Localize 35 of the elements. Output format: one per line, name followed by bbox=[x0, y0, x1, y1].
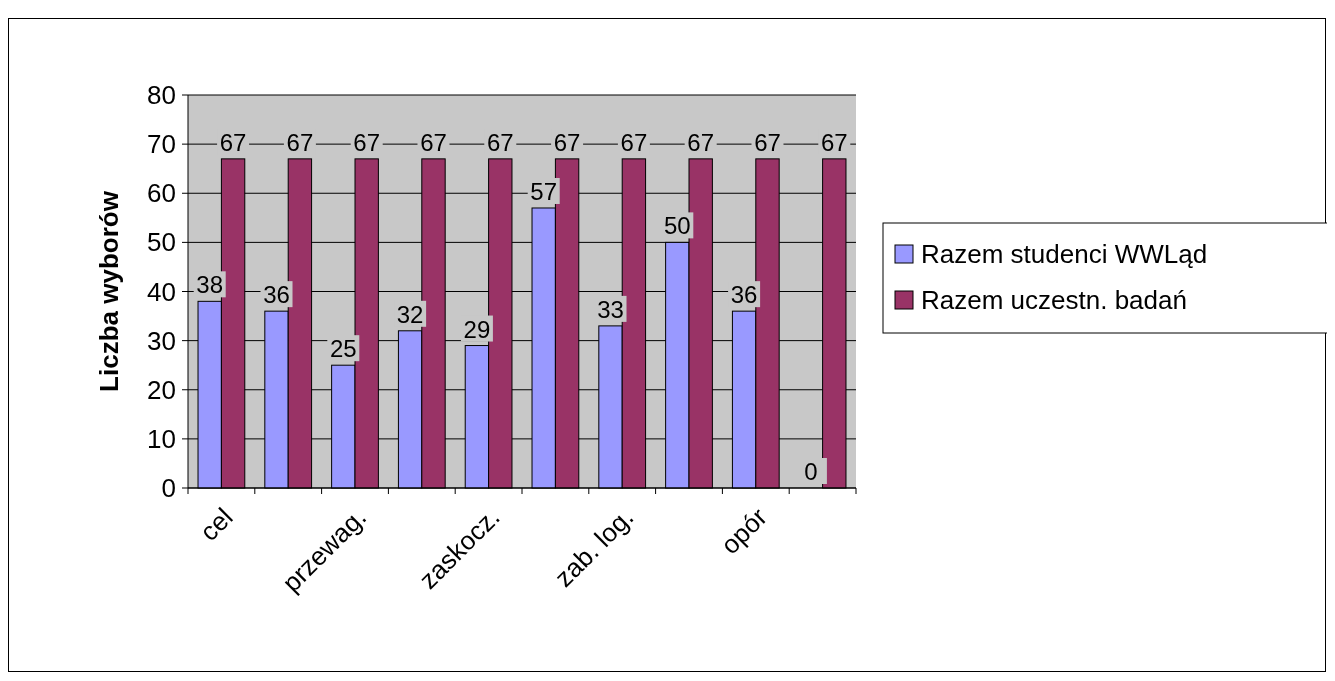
data-label: 67 bbox=[286, 128, 314, 156]
data-label: 36 bbox=[263, 281, 290, 309]
data-label: 67 bbox=[219, 128, 247, 156]
data-label: 33 bbox=[597, 295, 624, 323]
x-tick-label: opór bbox=[714, 501, 774, 560]
y-tick-label: 60 bbox=[147, 178, 176, 209]
data-label: 67 bbox=[486, 128, 514, 156]
x-tick-label: zab. log. bbox=[548, 501, 640, 593]
data-label: 67 bbox=[353, 128, 381, 156]
data-label: 67 bbox=[620, 128, 648, 156]
y-axis-title: Liczba wyborów bbox=[94, 190, 124, 392]
data-label: 67 bbox=[553, 128, 581, 156]
y-tick-label: 0 bbox=[161, 473, 176, 504]
y-tick-label: 70 bbox=[147, 129, 176, 160]
data-label: 67 bbox=[420, 128, 447, 156]
data-label: 0 bbox=[804, 458, 818, 485]
y-tick-label: 10 bbox=[147, 423, 176, 454]
data-label: 50 bbox=[663, 212, 691, 240]
data-label: 67 bbox=[820, 128, 848, 156]
data-label: 29 bbox=[463, 315, 491, 343]
data-label: 36 bbox=[730, 281, 758, 309]
data-label: 32 bbox=[396, 300, 424, 328]
data-label: 57 bbox=[530, 177, 558, 205]
data-label: 67 bbox=[687, 128, 715, 156]
legend-label: Razem studenci WWLąd bbox=[921, 239, 1208, 270]
y-tick-label: 80 bbox=[147, 80, 176, 111]
y-tick-label: 50 bbox=[147, 227, 176, 258]
legend-label: Razem uczestn. badań bbox=[921, 285, 1187, 316]
data-label: 67 bbox=[754, 128, 781, 156]
data-label: 38 bbox=[196, 271, 224, 299]
y-tick-label: 30 bbox=[147, 325, 176, 356]
y-tick-label: 40 bbox=[147, 276, 176, 307]
data-label: 25 bbox=[329, 335, 357, 363]
x-tick-label: cel bbox=[193, 501, 239, 547]
y-tick-label: 20 bbox=[147, 374, 176, 405]
